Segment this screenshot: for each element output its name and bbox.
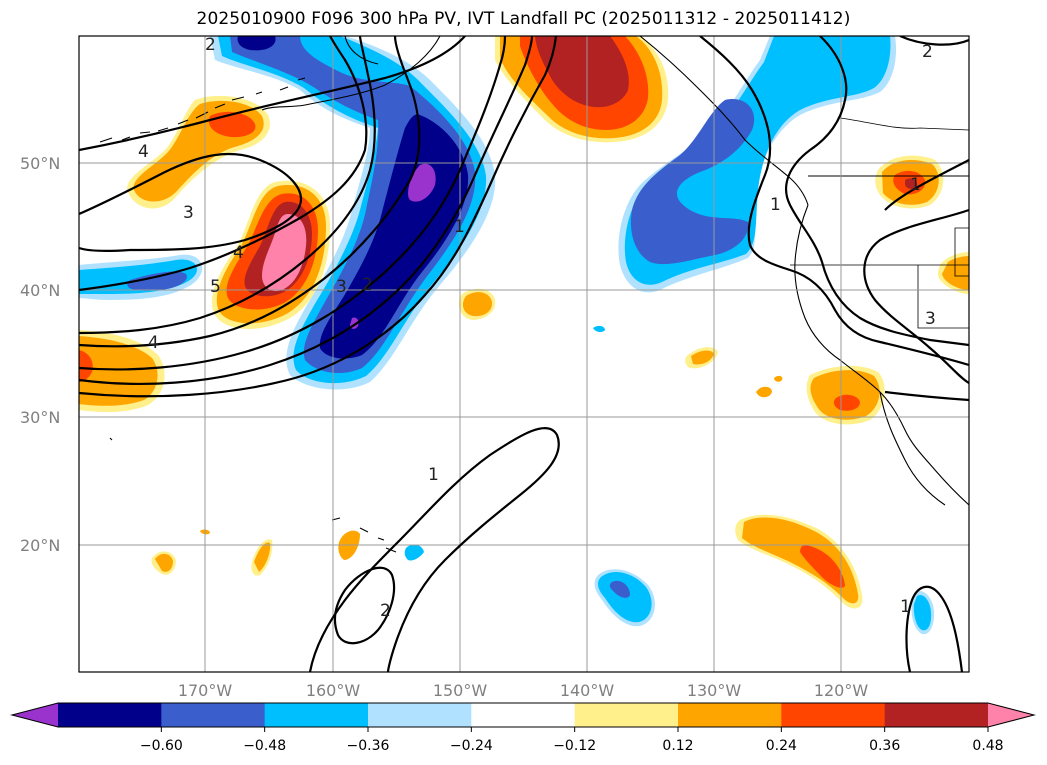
colorbar-tick-label: −0.48 xyxy=(243,738,286,754)
colorbar-tick-label: 0.24 xyxy=(766,738,797,754)
lon-label: 140°W xyxy=(560,681,615,700)
colorbar-extend-high xyxy=(988,703,1034,727)
contour-label: 2 xyxy=(362,275,373,295)
contour-label: 1 xyxy=(428,465,439,485)
colorbar-cell xyxy=(884,703,989,727)
colorbar-cell xyxy=(471,703,576,727)
contour-label: 3 xyxy=(925,309,936,329)
lat-label: 40°N xyxy=(20,281,60,300)
colorbar-cell xyxy=(574,703,679,727)
lon-axis: 170°W 160°W 150°W 140°W 130°W 120°W xyxy=(178,681,869,700)
contour-label: 3 xyxy=(183,203,194,223)
contour-label: 1 xyxy=(900,597,911,617)
lat-label: 50°N xyxy=(20,154,60,173)
lon-label: 120°W xyxy=(814,681,869,700)
contour-label: 4 xyxy=(233,243,244,263)
colorbar-extend-low xyxy=(12,703,58,727)
colorbar-cell xyxy=(58,703,162,727)
pv-contours xyxy=(79,36,969,672)
contour-label: 4 xyxy=(138,142,149,162)
colorbar: −0.60 −0.48 −0.36 −0.24 −0.12 0.12 0.24 0.36 0.4… xyxy=(10,702,1036,754)
colorbar-tick-label: 0.48 xyxy=(972,738,1003,754)
coastlines xyxy=(99,36,969,553)
plot-frame xyxy=(78,35,970,673)
contour-label: 4 xyxy=(148,333,159,353)
lat-label: 30°N xyxy=(20,408,60,427)
gridlines xyxy=(79,36,969,672)
lon-label: 170°W xyxy=(178,681,233,700)
lon-label: 150°W xyxy=(433,681,488,700)
colorbar-tick-label: 0.12 xyxy=(662,738,693,754)
contour-label: 1 xyxy=(910,175,921,195)
colorbar-tick-label: 0.36 xyxy=(869,738,900,754)
colorbar-tick-label: −0.60 xyxy=(140,738,183,754)
contour-label: 3 xyxy=(336,277,347,297)
lat-axis: 50°N 40°N 30°N 20°N xyxy=(20,154,60,555)
colorbar-cell xyxy=(368,703,472,727)
colorbar-cell xyxy=(781,703,886,727)
lon-label: 130°W xyxy=(687,681,742,700)
contour-label: 1 xyxy=(770,195,781,215)
contour-label: 2 xyxy=(205,35,216,55)
colorbar-cell xyxy=(161,703,266,727)
lon-label: 160°W xyxy=(306,681,361,700)
colorbar-cell xyxy=(678,703,782,727)
contour-label: 1 xyxy=(454,217,465,237)
map-title: 2025010900 F096 300 hPa PV, IVT Landfall… xyxy=(196,9,851,29)
contour-label: 5 xyxy=(210,277,221,297)
contour-label: 2 xyxy=(922,42,933,62)
colorbar-cell xyxy=(264,703,369,727)
lat-label: 20°N xyxy=(20,536,60,555)
shaded-anomalies xyxy=(79,36,969,635)
contour-labels: 4 3 4 5 3 2 1 4 1 2 1 3 2 1 2 1 xyxy=(138,35,936,621)
contour-label: 2 xyxy=(380,601,391,621)
colorbar-tick-label: −0.12 xyxy=(553,738,596,754)
colorbar-tick-label: −0.24 xyxy=(450,738,493,754)
colorbar-tick-label: −0.36 xyxy=(347,738,390,754)
